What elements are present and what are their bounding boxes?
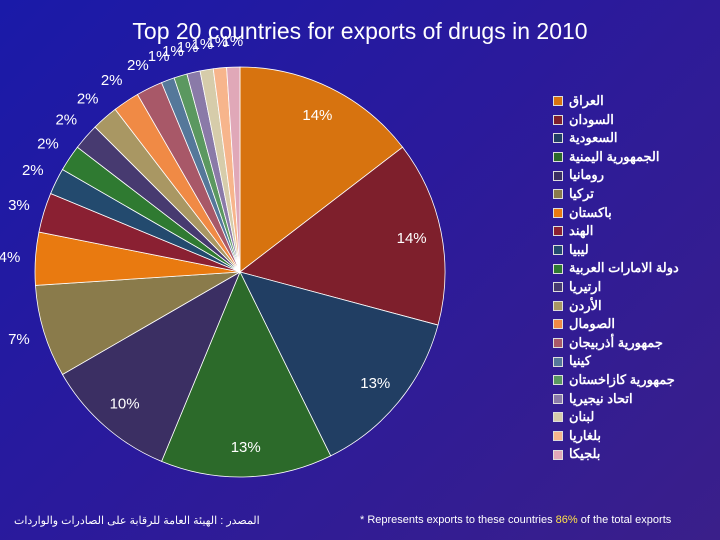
legend-label-12: الصومال bbox=[569, 316, 615, 332]
legend-label-3: الجمهورية اليمنية bbox=[569, 148, 660, 164]
legend-item-0: العراق bbox=[553, 92, 713, 111]
legend-label-18: بلغاريا bbox=[569, 427, 602, 443]
legend-label-19: بلجيكا bbox=[569, 446, 601, 462]
legend-item-8: ليبيا bbox=[553, 241, 713, 260]
legend-label-10: ارتيريا bbox=[569, 278, 602, 294]
legend-swatch-5 bbox=[553, 189, 563, 200]
footnote-prefix: * Represents exports to these countries bbox=[360, 514, 556, 526]
legend-swatch-9 bbox=[553, 263, 563, 274]
slice-label-16: 1% bbox=[177, 39, 199, 56]
pie-slice-1 bbox=[239, 146, 446, 326]
legend-item-6: باكستان bbox=[553, 204, 713, 223]
legend-item-12: الصومال bbox=[553, 315, 713, 334]
legend-label-15: جمهورية كازاخستان bbox=[569, 371, 675, 387]
legend-label-16: اتحاد نيجيريا bbox=[569, 390, 633, 406]
legend-item-15: جمهورية كازاخستان bbox=[553, 371, 713, 390]
legend-swatch-8 bbox=[553, 245, 563, 256]
slice-label-19: 1% bbox=[222, 33, 244, 50]
slice-label-7: 3% bbox=[8, 197, 30, 214]
legend-label-11: الأردن bbox=[569, 297, 602, 313]
legend-item-1: السودان bbox=[553, 111, 713, 130]
slice-label-14: 1% bbox=[148, 48, 170, 65]
legend-swatch-14 bbox=[553, 356, 563, 367]
slice-label-18: 1% bbox=[207, 34, 229, 51]
legend-swatch-6 bbox=[553, 207, 563, 218]
legend-swatch-19 bbox=[553, 449, 563, 460]
slice-label-11: 2% bbox=[77, 90, 99, 107]
slice-label-2: 13% bbox=[360, 375, 390, 392]
legend-label-14: كينيا bbox=[569, 353, 591, 369]
legend-swatch-16 bbox=[553, 393, 563, 404]
legend-item-2: السعودية bbox=[553, 129, 713, 148]
slice-label-1: 14% bbox=[397, 230, 427, 247]
pie-slice-0 bbox=[239, 66, 404, 273]
legend-item-18: بلغاريا bbox=[553, 427, 713, 446]
legend-swatch-4 bbox=[553, 170, 563, 181]
legend-item-10: ارتيريا bbox=[553, 278, 713, 297]
source-note: المصدر : الهيئة العامة للرقابة على الصاد… bbox=[14, 515, 260, 527]
slice-label-6: 4% bbox=[0, 249, 20, 266]
legend-item-14: كينيا bbox=[553, 352, 713, 371]
legend-label-13: جمهورية أذربيجان bbox=[569, 334, 663, 350]
legend-item-7: الهند bbox=[553, 222, 713, 241]
pie-slice-3 bbox=[161, 271, 332, 478]
legend-item-4: رومانيا bbox=[553, 166, 713, 185]
pie-slice-2 bbox=[239, 271, 439, 457]
legend-swatch-7 bbox=[553, 226, 563, 237]
legend-label-2: السعودية bbox=[569, 130, 618, 146]
legend-label-5: تركيا bbox=[569, 185, 594, 201]
legend-label-17: لبنان bbox=[569, 409, 595, 425]
legend-swatch-17 bbox=[553, 412, 563, 423]
legend-label-0: العراق bbox=[569, 93, 604, 108]
legend-item-13: جمهورية أذربيجان bbox=[553, 334, 713, 353]
legend-swatch-11 bbox=[553, 300, 563, 311]
footnote-suffix: of the total exports bbox=[577, 514, 672, 526]
legend-swatch-13 bbox=[553, 338, 563, 349]
legend-item-16: اتحاد نيجيريا bbox=[553, 390, 713, 409]
slice-label-9: 2% bbox=[37, 136, 59, 153]
legend-swatch-10 bbox=[553, 282, 563, 293]
footnote-percent: 86% bbox=[555, 514, 578, 526]
slice-label-12: 2% bbox=[101, 72, 123, 89]
legend-swatch-2 bbox=[553, 133, 563, 144]
legend-label-7: الهند bbox=[569, 223, 594, 239]
legend-swatch-12 bbox=[553, 319, 563, 330]
chart-title: Top 20 countries for exports of drugs in… bbox=[132, 18, 588, 44]
legend-item-9: دولة الامارات العربية bbox=[553, 259, 713, 278]
legend-item-17: لبنان bbox=[553, 408, 713, 427]
legend-swatch-0 bbox=[553, 96, 563, 107]
slice-label-8: 2% bbox=[22, 162, 44, 179]
legend-swatch-18 bbox=[553, 430, 563, 441]
legend-item-11: الأردن bbox=[553, 297, 713, 316]
legend-item-5: تركيا bbox=[553, 185, 713, 204]
pie-slice-4 bbox=[61, 271, 241, 462]
slice-label-5: 7% bbox=[8, 331, 30, 348]
pie-slice-19 bbox=[226, 66, 241, 273]
legend-label-9: دولة الامارات العربية bbox=[569, 260, 679, 276]
slice-label-13: 2% bbox=[127, 57, 149, 74]
legend-label-6: باكستان bbox=[569, 204, 612, 220]
slice-label-0: 14% bbox=[302, 107, 332, 124]
slice-label-17: 1% bbox=[192, 36, 214, 53]
slice-label-4: 10% bbox=[110, 396, 140, 413]
footnote: * Represents exports to these countries … bbox=[360, 514, 671, 526]
legend-label-1: السودان bbox=[569, 111, 614, 127]
legend-label-8: ليبيا bbox=[569, 241, 589, 257]
legend-label-4: رومانيا bbox=[569, 167, 604, 183]
legend-swatch-1 bbox=[553, 114, 563, 125]
legend-swatch-3 bbox=[553, 152, 563, 163]
slice-label-15: 1% bbox=[162, 43, 184, 60]
slice-label-3: 13% bbox=[231, 439, 261, 456]
slice-label-10: 2% bbox=[55, 112, 77, 129]
legend-swatch-15 bbox=[553, 375, 563, 386]
legend-item-19: بلجيكا bbox=[553, 445, 713, 464]
legend-item-3: الجمهورية اليمنية bbox=[553, 148, 713, 167]
chart-legend: العراق السودان السعودية الجمهورية اليمنية رو… bbox=[553, 92, 713, 464]
